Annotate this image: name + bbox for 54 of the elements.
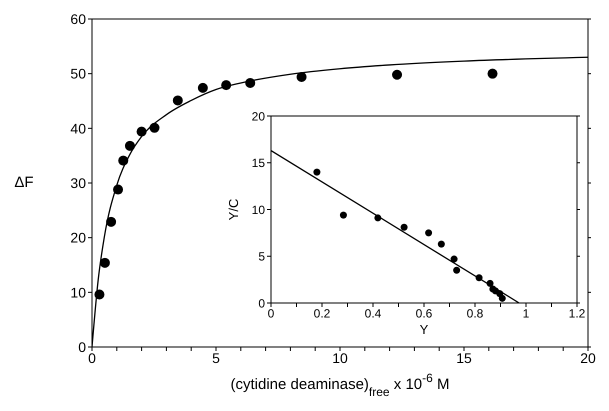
point: [453, 266, 460, 274]
x-tick-label: 0: [88, 350, 96, 366]
point: [94, 290, 104, 300]
x-tick-label: 0: [268, 306, 275, 321]
y-tick-label: 10: [252, 202, 266, 217]
point: [488, 68, 498, 79]
x-tick-label: 10: [332, 350, 348, 366]
point: [498, 294, 506, 302]
point: [113, 184, 124, 195]
y-tick-label: 60: [70, 10, 86, 27]
point: [450, 256, 458, 263]
point: [438, 240, 445, 248]
point: [486, 280, 494, 287]
x-tick-label: 0.8: [466, 306, 484, 321]
y-tick-label: 0: [258, 296, 266, 310]
point: [425, 229, 432, 236]
point: [149, 122, 160, 133]
point: [245, 78, 256, 88]
point: [313, 168, 320, 176]
x-tick-label: 20: [580, 350, 596, 366]
x-tick-label: 1: [522, 306, 530, 321]
y-tick-label: 15: [252, 156, 266, 170]
point: [172, 95, 183, 106]
y-tick-label: 50: [70, 66, 86, 82]
y-tick-label: 20: [252, 109, 266, 124]
point: [106, 216, 116, 227]
y-tick-label: 30: [70, 174, 86, 191]
x-axis-title: (cytidine deaminase)$_{free}$ x 10$^{-6}$ M: [230, 371, 450, 399]
point: [100, 258, 110, 268]
point: [124, 140, 135, 151]
y-tick-label: 20: [70, 230, 86, 246]
x-tick-label: 0.2: [314, 306, 331, 321]
point: [198, 82, 208, 93]
point: [136, 126, 147, 137]
y-axis-title: Y/C: [226, 198, 242, 220]
point: [221, 80, 232, 90]
point: [400, 224, 408, 231]
y-tick-label: 10: [70, 284, 86, 300]
x-axis-title: Y: [420, 322, 429, 337]
x-tick-label: 1.2: [568, 306, 586, 321]
y-tick-label: 40: [70, 120, 86, 136]
point: [476, 274, 483, 282]
point: [374, 214, 382, 222]
point: [340, 212, 347, 219]
y-axis-title: ΔF: [14, 174, 34, 191]
x-tick-label: 0.6: [416, 306, 433, 321]
x-tick-label: 15: [456, 350, 472, 366]
point: [296, 72, 307, 82]
x-tick-label: 0.4: [364, 306, 382, 321]
y-tick-label: 0: [78, 338, 86, 355]
point: [392, 70, 402, 80]
x-tick-label: 5: [212, 350, 220, 366]
point: [118, 156, 128, 166]
y-tick-label: 5: [258, 250, 266, 264]
